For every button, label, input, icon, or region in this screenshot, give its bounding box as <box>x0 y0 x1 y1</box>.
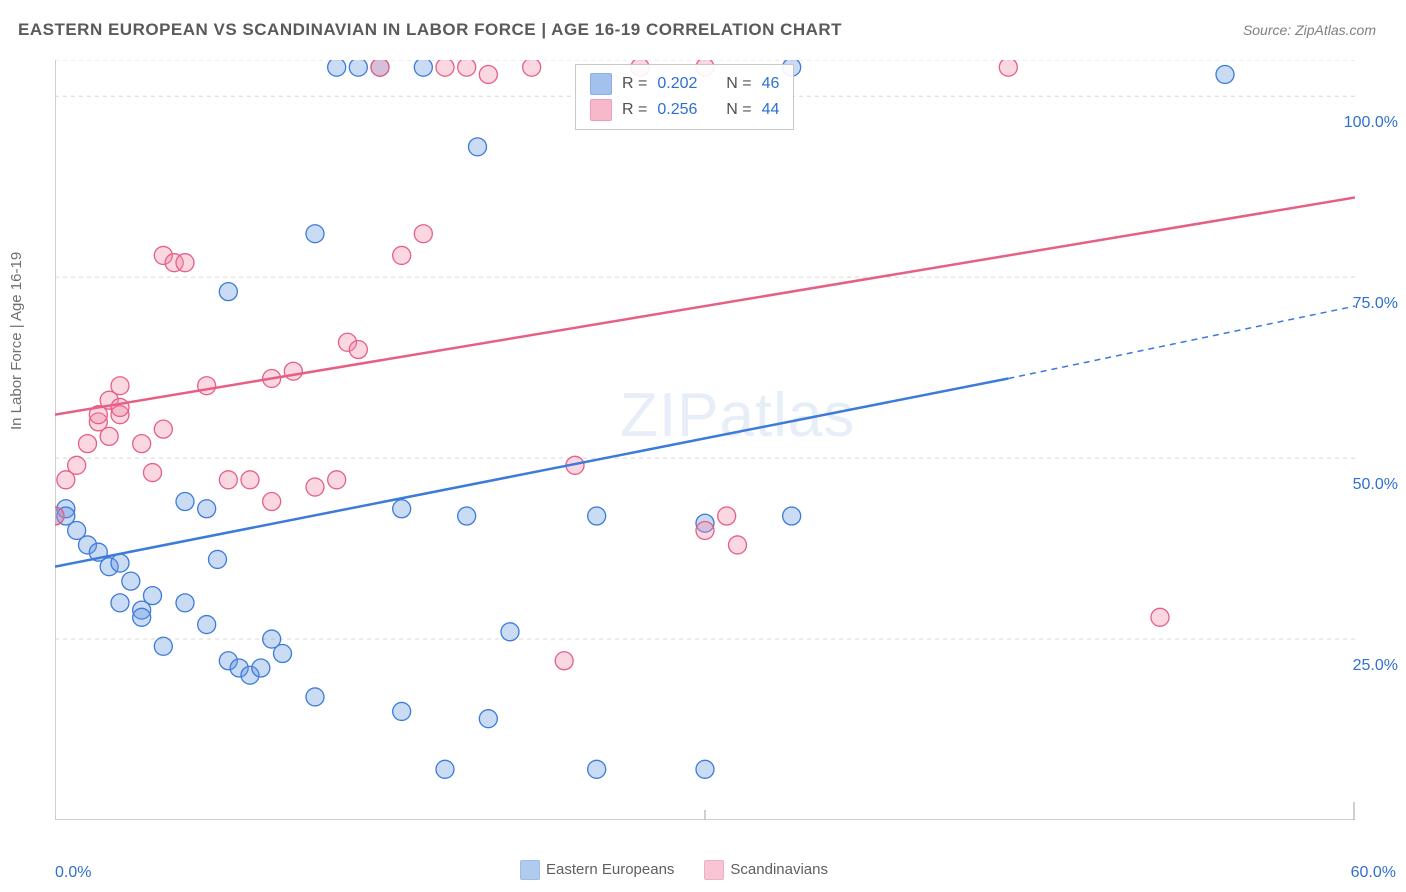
legend-item: Eastern Europeans <box>520 860 674 880</box>
n-value: 44 <box>762 101 780 119</box>
stat-swatch <box>590 73 612 95</box>
legend-label: Eastern Europeans <box>546 861 674 878</box>
stat-legend: R = 0.202 N = 46 R = 0.256 N = 44 <box>575 64 794 130</box>
source-label: Source: ZipAtlas.com <box>1243 22 1376 38</box>
n-label: N = <box>726 75 751 93</box>
r-label: R = <box>622 75 647 93</box>
y-tick-label: 75.0% <box>1353 295 1398 313</box>
stat-legend-row: R = 0.256 N = 44 <box>590 97 779 123</box>
y-tick-label: 50.0% <box>1353 476 1398 494</box>
y-tick-label: 100.0% <box>1344 114 1398 132</box>
legend-item: Scandinavians <box>704 860 828 880</box>
legend-swatch <box>704 860 724 880</box>
y-tick-label: 25.0% <box>1353 657 1398 675</box>
scatter-chart <box>55 60 1355 820</box>
r-value: 0.202 <box>657 75 697 93</box>
bottom-legend: Eastern Europeans Scandinavians <box>520 860 828 880</box>
legend-label: Scandinavians <box>730 861 828 878</box>
stat-legend-row: R = 0.202 N = 46 <box>590 71 779 97</box>
y-axis-label: In Labor Force | Age 16-19 <box>8 252 25 430</box>
r-value: 0.256 <box>657 101 697 119</box>
chart-area <box>55 60 1355 820</box>
stat-swatch <box>590 99 612 121</box>
n-value: 46 <box>762 75 780 93</box>
r-label: R = <box>622 101 647 119</box>
x-tick-label: 60.0% <box>1351 864 1396 882</box>
chart-title: EASTERN EUROPEAN VS SCANDINAVIAN IN LABO… <box>18 20 842 40</box>
legend-swatch <box>520 860 540 880</box>
x-tick-label: 0.0% <box>55 864 91 882</box>
n-label: N = <box>726 101 751 119</box>
